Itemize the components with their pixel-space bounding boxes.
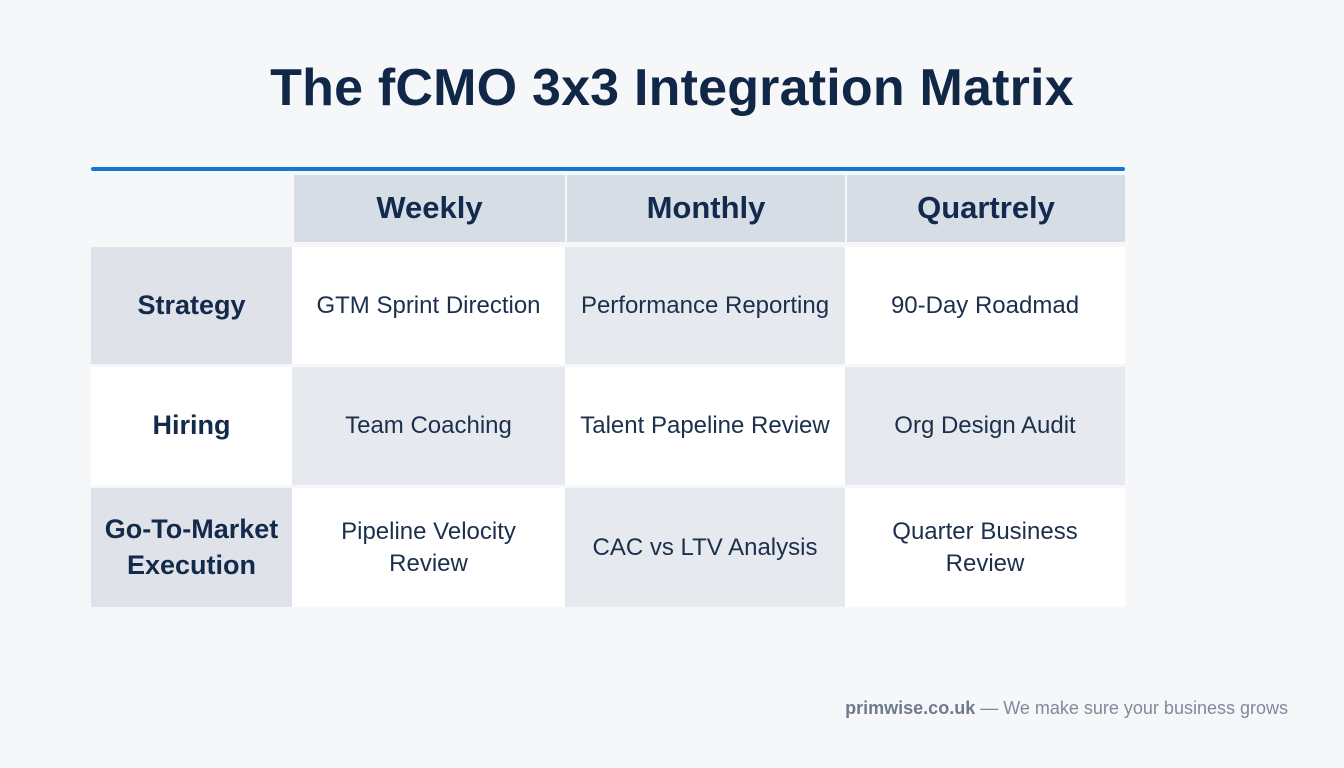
matrix-cell-gtm-monthly: CAC vs LTV Analysis [565,485,845,607]
column-header-monthly: Monthly [565,175,845,244]
title-accent-line [91,167,1125,171]
matrix-cell-hiring-quarterly: Org Design Audit [845,364,1125,485]
row-header-go-to-market-label: Go-To-Market Execution [104,514,279,580]
matrix-cell-gtm-quarterly-text: Quarter Business Review [892,518,1078,577]
matrix-corner-cell [91,175,292,244]
row-header-go-to-market-execution: Go-To-Market Execution [91,485,292,607]
matrix-cell-strategy-weekly: GTM Sprint Direction [292,244,565,364]
row-header-hiring: Hiring [91,364,292,485]
integration-matrix: Weekly Monthly Quartrely Strategy GTM Sp… [91,175,1125,607]
page-title: The fCMO 3x3 Integration Matrix [270,59,1074,117]
footer-domain: primwise.co.uk [845,698,976,718]
matrix-cell-strategy-monthly: Performance Reporting [565,244,845,364]
matrix-cell-hiring-weekly: Team Coaching [292,364,565,485]
matrix-cell-strategy-quarterly: 90-Day Roadmad [845,244,1125,364]
row-header-strategy: Strategy [91,244,292,364]
matrix-cell-gtm-quarterly: Quarter Business Review [845,485,1125,607]
column-header-quarterly: Quartrely [845,175,1125,244]
footer-slogan: — We make sure your business grows [975,698,1288,718]
matrix-cell-gtm-weekly: Pipeline Velocity Review [292,485,565,607]
column-header-weekly: Weekly [292,175,565,244]
matrix-cell-hiring-monthly: Talent Papeline Review [565,364,845,485]
matrix-cell-gtm-weekly-text: Pipeline Velocity Review [341,518,516,577]
footer-tagline: primwise.co.uk — We make sure your busin… [845,698,1288,719]
